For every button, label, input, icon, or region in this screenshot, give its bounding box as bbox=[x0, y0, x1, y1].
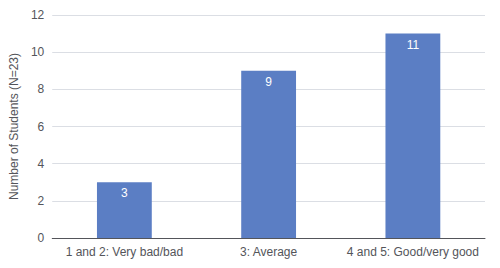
svg-text:10: 10 bbox=[31, 45, 45, 59]
svg-text:Number of Students (N=23): Number of Students (N=23) bbox=[7, 53, 21, 200]
svg-text:1 and 2: Very bad/bad: 1 and 2: Very bad/bad bbox=[66, 245, 183, 259]
svg-text:3: Average: 3: Average bbox=[240, 245, 297, 259]
svg-text:8: 8 bbox=[38, 82, 45, 96]
svg-text:3: 3 bbox=[121, 186, 128, 200]
svg-text:0: 0 bbox=[38, 231, 45, 245]
svg-text:2: 2 bbox=[38, 194, 45, 208]
svg-text:4 and 5: Good/very good: 4 and 5: Good/very good bbox=[347, 245, 479, 259]
svg-text:11: 11 bbox=[407, 38, 420, 52]
svg-text:12: 12 bbox=[31, 8, 45, 22]
svg-text:6: 6 bbox=[38, 120, 45, 134]
svg-text:4: 4 bbox=[38, 157, 45, 171]
svg-text:9: 9 bbox=[265, 75, 272, 89]
